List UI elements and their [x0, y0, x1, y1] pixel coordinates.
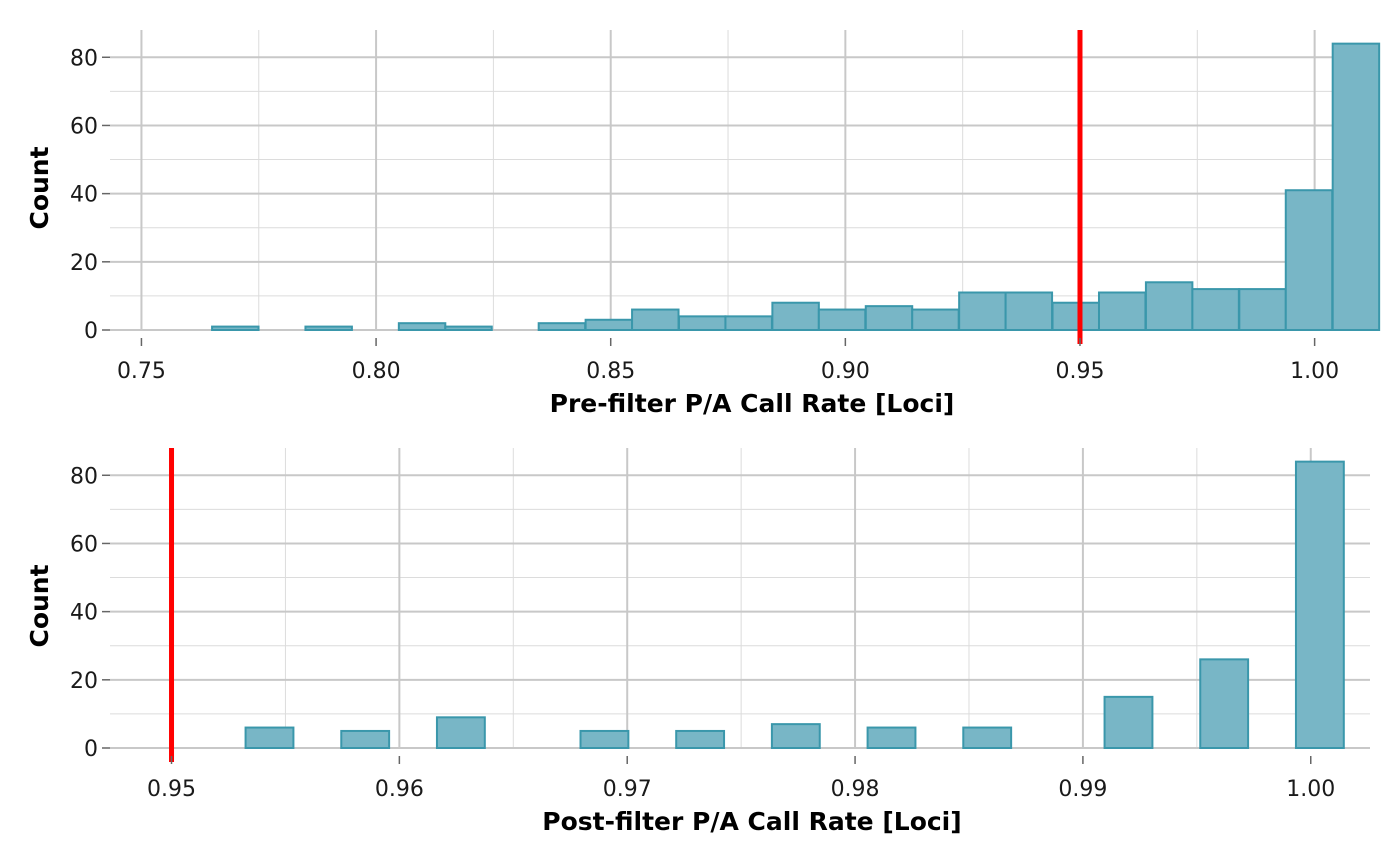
histogram-bar	[911, 308, 960, 331]
pre-filter-histogram-panel: 0.75 0.80 0.85 0.90 0.95 1.00 0 20 40 60 80 Pre-fil…	[25, 30, 1381, 418]
histogram-bar	[1284, 189, 1334, 331]
histogram-bar	[579, 729, 630, 750]
histogram-bar	[864, 305, 914, 332]
histogram-bar	[444, 325, 493, 331]
post-filter-y-axis-title: Count	[25, 564, 54, 647]
x-axis: 0.75 0.80 0.85 0.90 0.95 1.00	[117, 338, 1339, 384]
grid	[110, 448, 1370, 749]
histogram-bar	[435, 716, 486, 750]
x-tick-label: 0.85	[586, 359, 635, 384]
pre-filter-y-axis-title: Count	[25, 146, 54, 229]
pre-filter-x-axis-title: Pre-filter P/A Call Rate [Loci]	[550, 389, 955, 418]
x-tick-label: 0.97	[603, 777, 652, 802]
x-tick-label: 0.99	[1058, 777, 1107, 802]
histogram-bars	[244, 460, 1345, 750]
x-tick-label: 0.96	[375, 777, 424, 802]
histogram-bar	[1097, 291, 1147, 331]
histogram-bar	[244, 726, 295, 749]
histogram-bar	[1294, 460, 1345, 749]
x-tick-label: 0.80	[352, 359, 401, 384]
histogram-bar	[1051, 301, 1101, 332]
histogram-bar	[211, 325, 260, 331]
histogram-bar	[631, 308, 680, 331]
histogram-bars	[211, 42, 1381, 332]
x-tick-label: 0.98	[831, 777, 880, 802]
histogram-bar	[724, 315, 773, 331]
y-tick-label: 60	[70, 114, 98, 139]
y-axis: 0 20 40 60 80	[70, 46, 110, 344]
x-tick-label: 0.95	[147, 777, 196, 802]
histogram-bar	[1331, 42, 1381, 331]
x-tick-label: 1.00	[1290, 359, 1339, 384]
y-tick-label: 0	[84, 319, 98, 344]
x-tick-label: 1.00	[1286, 777, 1335, 802]
post-filter-histogram-panel: 0.95 0.96 0.97 0.98 0.99 1.00 0 20 40 60 80 Post-fi…	[25, 448, 1370, 836]
histogram-bar	[304, 325, 353, 331]
histogram-bar	[1004, 291, 1054, 331]
histogram-bar	[677, 315, 727, 331]
histogram-bar	[771, 301, 820, 332]
y-tick-label: 60	[70, 532, 98, 557]
x-tick-label: 0.90	[821, 359, 870, 384]
histogram-bar	[340, 729, 391, 750]
y-tick-label: 80	[70, 46, 98, 71]
x-tick-label: 0.75	[117, 359, 166, 384]
histogram-bar	[817, 308, 867, 331]
x-axis: 0.95 0.96 0.97 0.98 0.99 1.00	[147, 756, 1335, 802]
y-tick-label: 40	[70, 183, 98, 208]
histogram-bar	[1199, 658, 1250, 749]
histogram-bar	[675, 729, 726, 750]
histogram-bar	[958, 291, 1007, 331]
histogram-bar	[1191, 288, 1240, 331]
y-axis: 0 20 40 60 80	[70, 464, 110, 762]
histogram-bar	[537, 322, 587, 331]
histogram-bar	[1144, 281, 1194, 331]
histogram-bar	[770, 723, 821, 750]
histogram-bar	[1103, 695, 1154, 749]
histogram-bar	[584, 318, 634, 331]
y-tick-label: 20	[70, 251, 98, 276]
histogram-bar	[397, 322, 447, 331]
y-tick-label: 80	[70, 464, 98, 489]
y-tick-label: 40	[70, 601, 98, 626]
y-tick-label: 0	[84, 737, 98, 762]
y-tick-label: 20	[70, 669, 98, 694]
histogram-bar	[1238, 288, 1287, 331]
histogram-bar	[866, 726, 917, 749]
histogram-bar	[962, 726, 1013, 749]
x-tick-label: 0.95	[1055, 359, 1104, 384]
post-filter-x-axis-title: Post-filter P/A Call Rate [Loci]	[542, 807, 961, 836]
